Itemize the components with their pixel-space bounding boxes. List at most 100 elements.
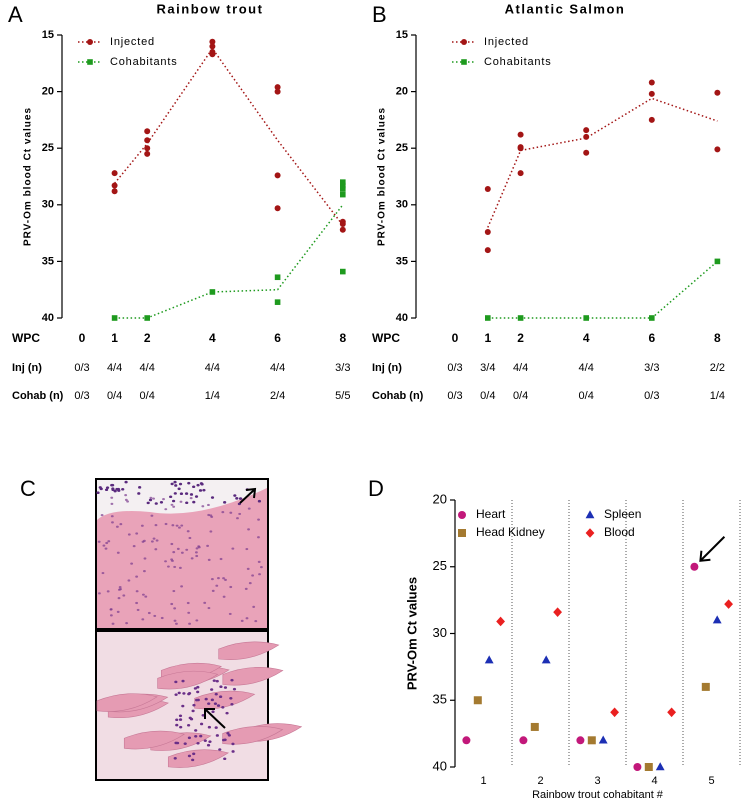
cell-nucleus — [164, 560, 167, 563]
y-tick-label: 35 — [396, 255, 408, 267]
cell-nucleus — [109, 614, 113, 617]
cell-nucleus — [179, 500, 183, 503]
cell-nucleus — [152, 537, 156, 540]
cell-nucleus — [143, 570, 146, 573]
cell-nucleus — [144, 595, 148, 598]
marker — [517, 315, 524, 321]
y-tick-label: 30 — [433, 625, 447, 640]
mean-line — [114, 204, 344, 319]
marker — [144, 315, 150, 321]
y-tick-label: 30 — [396, 199, 408, 211]
cell-nucleus — [164, 508, 168, 511]
marker — [583, 127, 590, 134]
cell-nucleus — [215, 734, 219, 737]
cell-nucleus — [191, 709, 195, 713]
x-tick-label: 2 — [517, 331, 524, 345]
cell-nucleus — [222, 577, 225, 580]
cell-nucleus — [196, 690, 200, 694]
table-cell: 4/4 — [513, 362, 528, 374]
cell-nucleus — [257, 499, 262, 503]
cell-nucleus — [213, 702, 218, 705]
table-cell: 4/4 — [205, 362, 220, 374]
cell-nucleus — [196, 685, 200, 689]
marker — [339, 226, 346, 233]
table-cell: 2/2 — [710, 362, 725, 374]
marker — [496, 616, 505, 627]
cell-nucleus — [126, 500, 130, 503]
cell-nucleus — [257, 518, 260, 521]
marker — [648, 90, 655, 97]
cell-nucleus — [115, 525, 119, 528]
legend-label: Injected — [484, 36, 529, 48]
x-axis-label: WPC — [12, 331, 40, 345]
cell-nucleus — [247, 507, 251, 510]
cell-nucleus — [116, 610, 120, 613]
cell-nucleus — [122, 594, 126, 597]
muscle-fiber — [96, 693, 158, 712]
y-axis-label: PRV-Om Ct values — [404, 577, 419, 690]
cell-nucleus — [187, 481, 191, 485]
cell-nucleus — [142, 593, 145, 596]
cell-nucleus — [191, 758, 195, 762]
marker — [485, 315, 491, 321]
table-cell: 0/3 — [447, 390, 462, 402]
marker — [583, 133, 590, 140]
cell-nucleus — [110, 515, 114, 518]
marker — [517, 170, 524, 177]
table-cell: 0/4 — [140, 390, 155, 402]
cell-nucleus — [154, 548, 158, 551]
cell-nucleus — [247, 528, 250, 531]
legend-label: Cohabitants — [110, 56, 178, 68]
cell-nucleus — [178, 714, 183, 718]
cell-nucleus — [127, 533, 131, 536]
legend-label: Blood — [604, 525, 635, 539]
cell-nucleus — [150, 514, 154, 517]
cell-nucleus — [106, 590, 110, 593]
muscle-fiber — [123, 730, 185, 750]
cell-nucleus — [224, 578, 227, 581]
x-tick-label: 0 — [452, 331, 459, 345]
cell-nucleus — [104, 547, 108, 550]
cell-nucleus — [107, 540, 111, 543]
panel-label: A — [8, 2, 23, 27]
cell-nucleus — [149, 496, 153, 499]
cell-nucleus — [104, 488, 109, 492]
x-tick-label: 1 — [484, 331, 491, 345]
cell-nucleus — [244, 587, 248, 590]
table-cell: 0/4 — [513, 390, 528, 402]
muscle-fiber — [157, 670, 219, 690]
cell-nucleus — [124, 498, 128, 501]
cell-nucleus — [170, 558, 174, 561]
cell-nucleus — [154, 524, 158, 527]
cell-nucleus — [185, 548, 189, 551]
cell-nucleus — [152, 497, 155, 500]
cell-nucleus — [194, 734, 198, 738]
cell-nucleus — [230, 702, 234, 706]
cell-nucleus — [97, 540, 101, 543]
cell-nucleus — [188, 536, 192, 540]
marker — [274, 274, 281, 281]
cell-nucleus — [177, 691, 181, 695]
y-tick-label: 15 — [42, 29, 54, 41]
cell-nucleus — [174, 484, 178, 487]
marker — [484, 228, 491, 235]
cell-nucleus — [214, 692, 218, 696]
cell-nucleus — [237, 502, 241, 506]
cell-nucleus — [209, 530, 213, 533]
marker — [209, 43, 216, 50]
marker — [274, 205, 281, 212]
cell-nucleus — [130, 562, 134, 565]
cell-nucleus — [195, 554, 199, 558]
cell-nucleus — [210, 688, 214, 691]
cell-nucleus — [132, 545, 136, 548]
cell-nucleus — [135, 601, 139, 605]
y-tick-label: 35 — [433, 692, 447, 707]
cell-nucleus — [167, 565, 170, 568]
y-axis-label: PRV-Om blood Ct values — [377, 107, 388, 246]
cell-nucleus — [196, 741, 200, 745]
cell-nucleus — [111, 521, 114, 524]
muscle-fiber — [222, 667, 284, 686]
marker — [461, 39, 467, 45]
table-row-label: Inj (n) — [372, 362, 402, 374]
cell-nucleus — [203, 739, 207, 742]
